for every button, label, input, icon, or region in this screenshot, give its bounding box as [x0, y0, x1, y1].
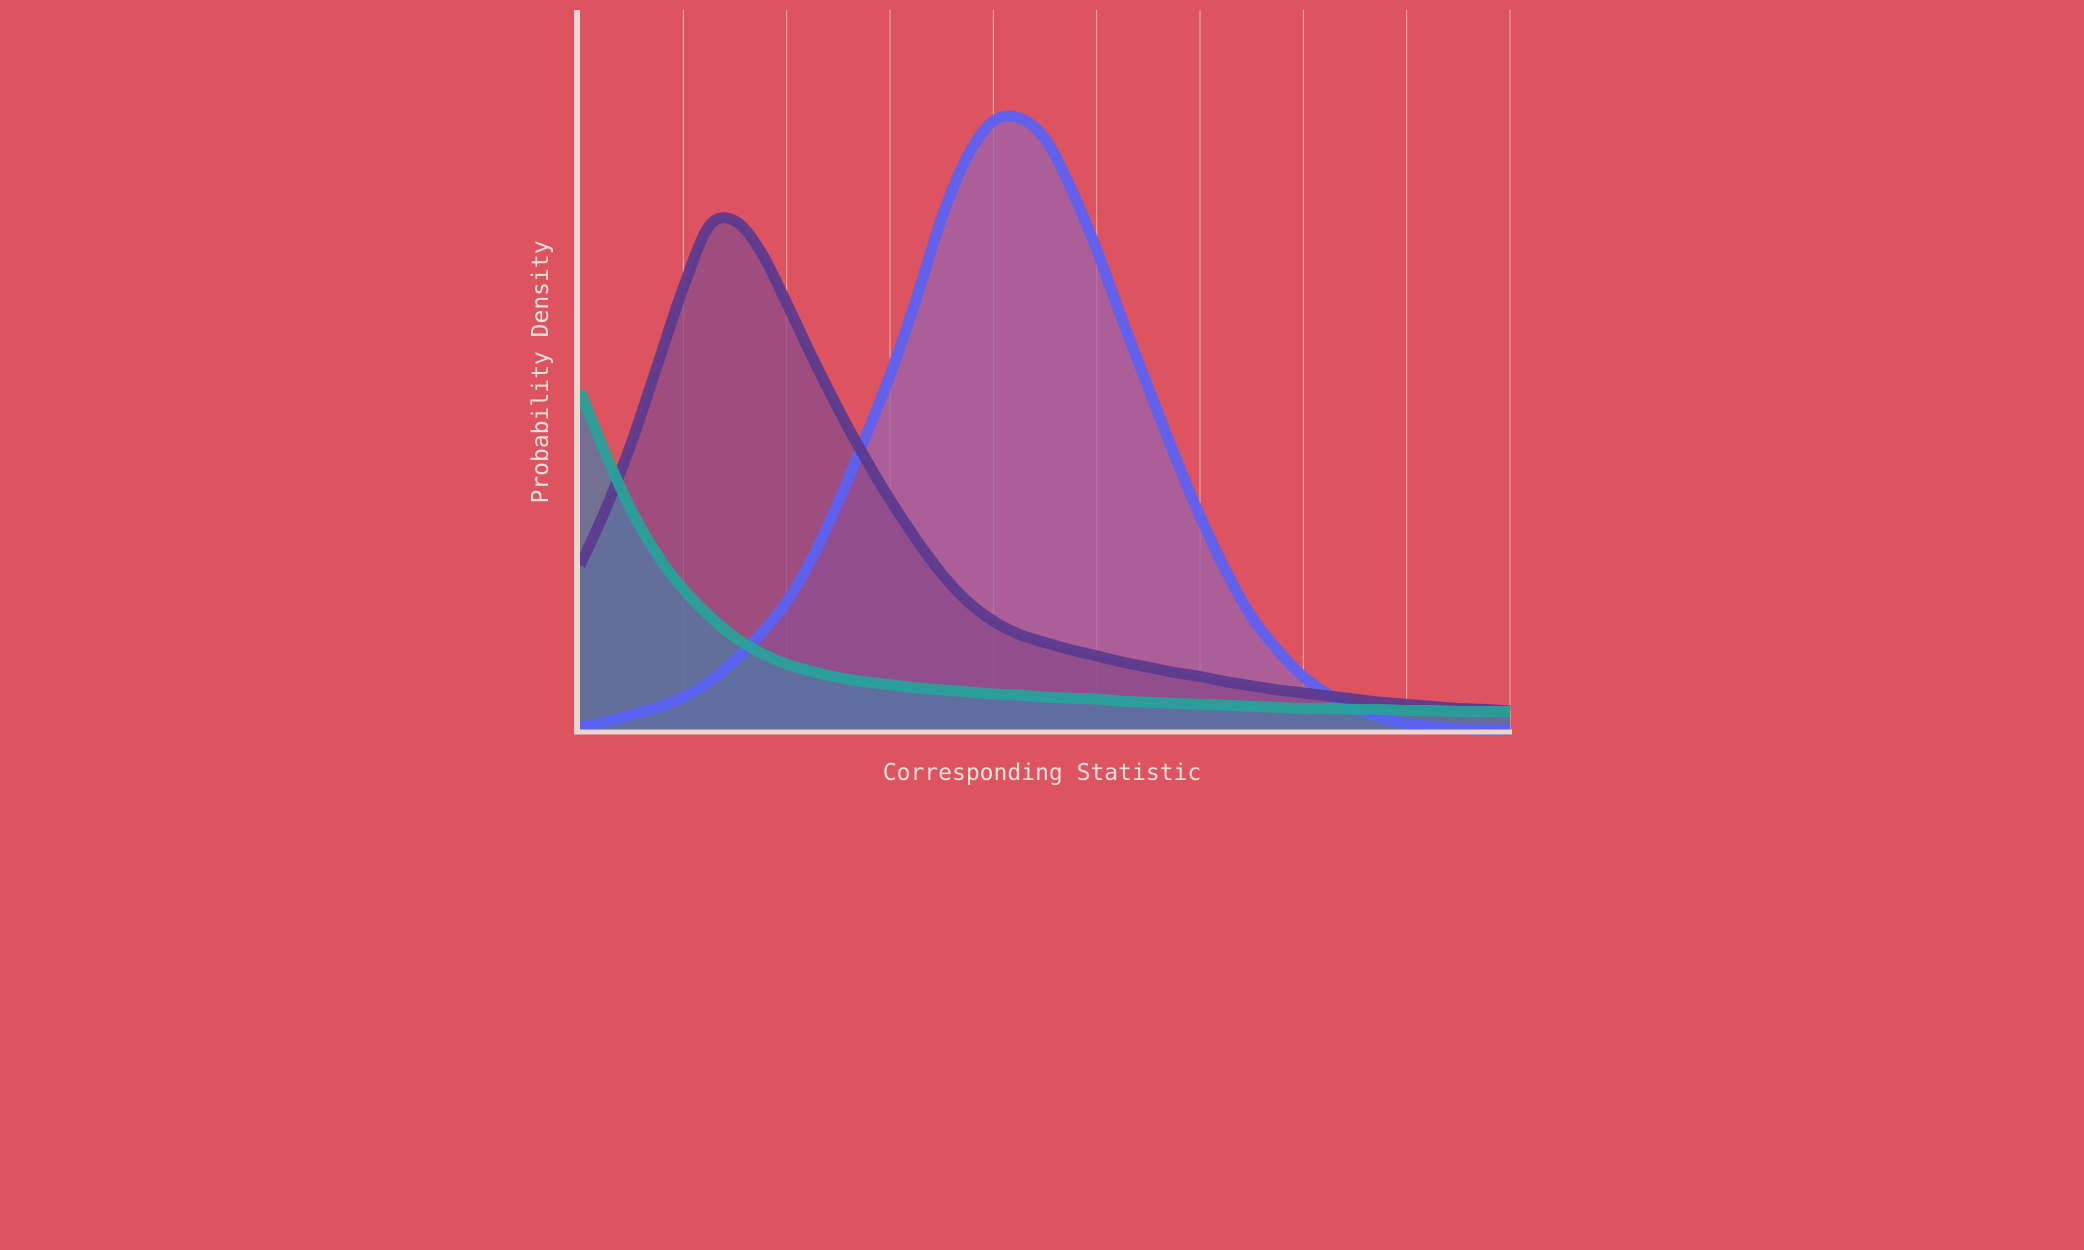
series-lines	[574, 110, 1511, 736]
series-2-area	[580, 217, 1510, 731]
series-2-line	[574, 212, 1511, 717]
x-axis-title: Corresponding Statistic	[883, 760, 1202, 786]
axes	[574, 10, 1512, 735]
series-3-line	[574, 388, 1510, 718]
y-axis-title: Probability Density	[528, 240, 554, 503]
